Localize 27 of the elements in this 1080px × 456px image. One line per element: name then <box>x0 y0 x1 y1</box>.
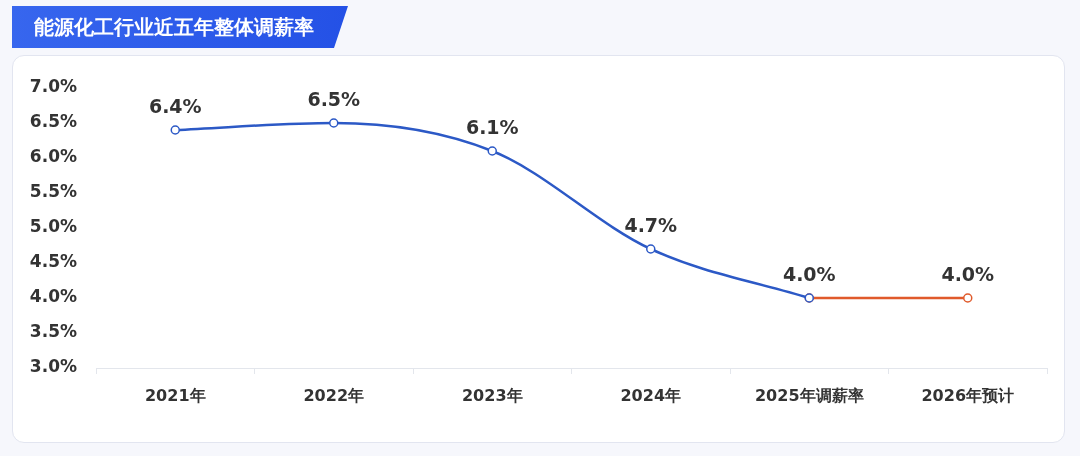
point <box>487 146 497 156</box>
chart-title: 能源化工行业近五年整体调薪率 <box>12 6 348 48</box>
point <box>646 244 656 254</box>
y-tick-label: 6.0% <box>29 146 77 167</box>
data-label: 4.0% <box>782 263 836 286</box>
x-tick-label: 2024年 <box>620 385 682 405</box>
point <box>170 125 180 135</box>
x-tick-label: 2021年 <box>144 385 206 405</box>
y-tick-label: 7.0% <box>29 76 77 97</box>
data-label: 6.1% <box>465 116 519 139</box>
y-tick-label: 3.5% <box>29 321 77 342</box>
y-tick-label: 5.5% <box>29 181 77 202</box>
y-tick-label: 4.5% <box>29 251 77 272</box>
data-label: 6.4% <box>148 95 202 118</box>
y-tick-label: 3.0% <box>29 356 77 377</box>
y-tick-label: 4.0% <box>29 286 77 307</box>
point <box>329 118 339 128</box>
x-tick-label: 2023年 <box>461 385 523 405</box>
y-tick-label: 5.0% <box>29 216 77 237</box>
data-label: 6.5% <box>307 88 361 111</box>
data-label: 4.7% <box>624 214 678 237</box>
x-tick-label: 2022年 <box>303 385 365 405</box>
point <box>963 293 973 303</box>
y-tick-label: 6.5% <box>29 111 77 132</box>
x-tick-label: 2026年预计 <box>921 385 1015 405</box>
data-label: 4.0% <box>941 263 995 286</box>
x-tick-label: 2025年调薪率 <box>754 385 864 405</box>
